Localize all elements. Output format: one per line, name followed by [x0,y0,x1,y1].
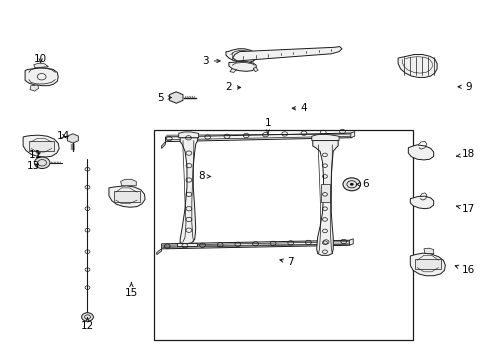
Text: 16: 16 [454,265,474,275]
Text: 15: 15 [124,282,138,298]
Polygon shape [161,240,348,249]
Polygon shape [121,179,136,186]
Text: 6: 6 [356,179,368,189]
Polygon shape [178,132,198,138]
Text: 18: 18 [456,149,474,159]
Bar [154,130,412,339]
Circle shape [81,313,93,321]
Polygon shape [161,141,165,148]
Text: 1: 1 [264,118,271,134]
Polygon shape [34,63,48,68]
Polygon shape [225,49,256,62]
Polygon shape [350,132,354,138]
Polygon shape [320,184,330,202]
Polygon shape [312,140,337,255]
Text: 4: 4 [292,103,306,113]
Polygon shape [30,85,39,91]
Text: 9: 9 [457,82,471,92]
Polygon shape [397,54,436,77]
Polygon shape [165,133,351,141]
Polygon shape [180,138,197,244]
Polygon shape [414,259,440,269]
Text: 5: 5 [157,93,171,103]
Polygon shape [169,92,183,103]
Circle shape [342,178,360,191]
Polygon shape [409,196,433,209]
Text: 2: 2 [225,82,240,93]
Polygon shape [423,248,433,254]
Text: 13: 13 [27,161,41,171]
Text: 7: 7 [279,257,294,267]
Polygon shape [157,249,161,255]
Polygon shape [232,46,341,61]
Text: 10: 10 [34,54,47,64]
Polygon shape [29,140,54,150]
Circle shape [34,157,50,168]
Polygon shape [228,62,256,71]
Text: 14: 14 [57,131,70,141]
Polygon shape [109,186,145,207]
Polygon shape [67,134,78,143]
Text: 3: 3 [202,56,220,66]
Polygon shape [348,239,352,245]
Polygon shape [114,191,140,202]
Text: 11: 11 [29,150,42,160]
Text: 12: 12 [81,318,94,330]
Polygon shape [229,69,236,72]
Polygon shape [25,68,58,86]
Polygon shape [409,253,445,276]
Text: 17: 17 [456,204,474,215]
Polygon shape [253,67,258,72]
Circle shape [349,183,353,186]
Text: 8: 8 [198,171,210,181]
Polygon shape [407,145,433,160]
Polygon shape [23,135,59,157]
Polygon shape [177,243,196,246]
Polygon shape [311,134,338,140]
